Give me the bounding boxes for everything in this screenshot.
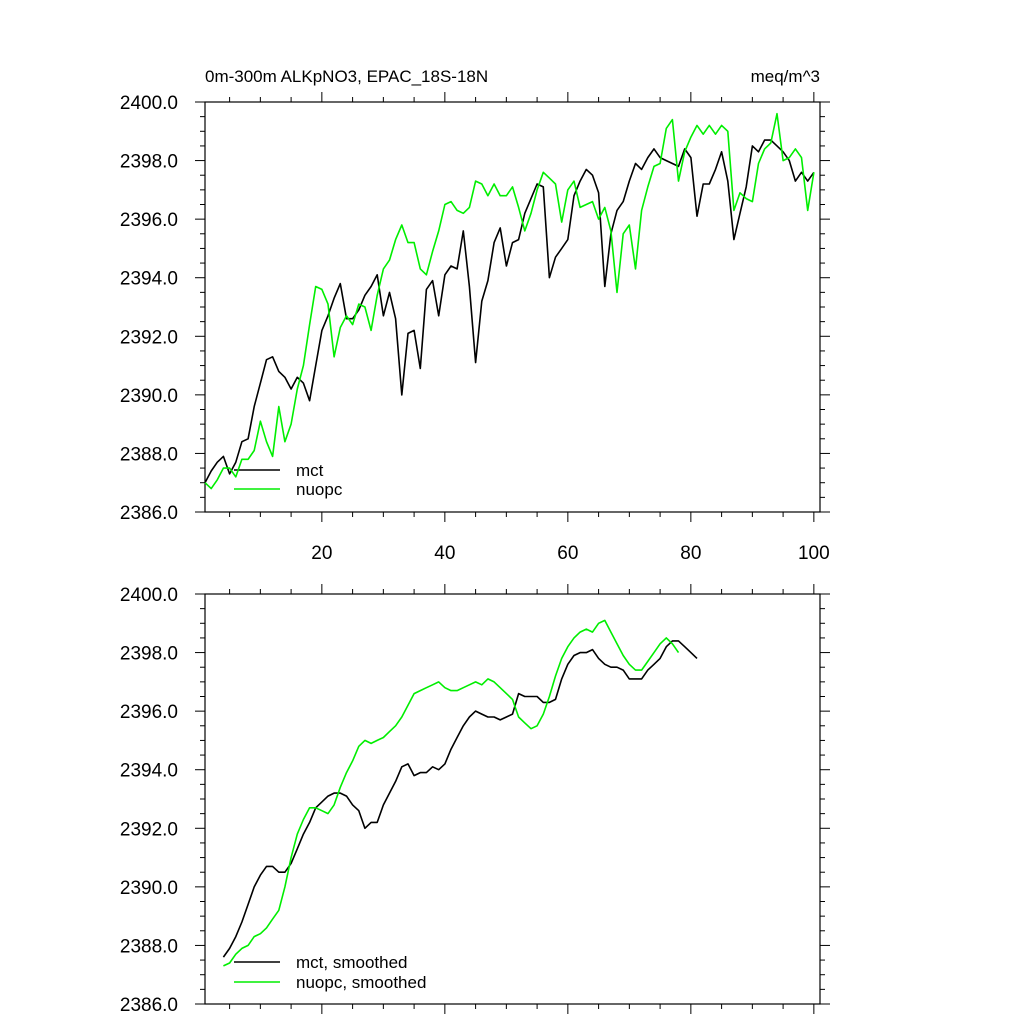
y-tick-label: 2396.0 bbox=[120, 702, 178, 723]
series-line-mct-smoothed bbox=[222, 640, 698, 958]
x-tick-label: 20 bbox=[311, 543, 332, 564]
y-tick-label: 2388.0 bbox=[120, 936, 178, 957]
y-tick-label: 2400.0 bbox=[120, 585, 178, 606]
plot-frame bbox=[204, 101, 821, 513]
y-tick-label: 2388.0 bbox=[120, 444, 178, 465]
bottom-chart-panel: 2386.0 2388.0 2390.0 2392.0 2394.0 2396.0 2398… bbox=[120, 584, 830, 1016]
y-tick-label: 2392.0 bbox=[120, 327, 178, 348]
y-tick-label: 2400.0 bbox=[120, 93, 178, 114]
series-line-nuopc-smoothed bbox=[223, 619, 680, 967]
legend-label: nuopc bbox=[296, 480, 343, 499]
legend-label: mct bbox=[296, 461, 324, 480]
legend-label: mct, smoothed bbox=[296, 953, 408, 972]
y-tick-label: 2396.0 bbox=[120, 210, 178, 231]
y-tick-label: 2390.0 bbox=[120, 386, 178, 407]
units-label: meq/m^3 bbox=[751, 67, 820, 86]
x-tick-label: 80 bbox=[680, 543, 701, 564]
y-tick-label: 2398.0 bbox=[120, 152, 178, 173]
y-tick-label: 2386.0 bbox=[120, 503, 178, 524]
x-tick-label: 40 bbox=[434, 543, 455, 564]
series-line-nuopc bbox=[204, 112, 815, 490]
top-chart-panel: 2386.0 2388.0 2390.0 2392.0 2394.0 2396.0 2398… bbox=[120, 67, 830, 564]
plot-frame bbox=[204, 593, 821, 1005]
x-tick-label: 60 bbox=[557, 543, 578, 564]
y-tick-label: 2394.0 bbox=[120, 761, 178, 782]
chart-title: 0m-300m ALKpNO3, EPAC_18S-18N bbox=[205, 67, 488, 86]
y-tick-label: 2392.0 bbox=[120, 819, 178, 840]
x-tick-label: 100 bbox=[798, 543, 830, 564]
y-tick-label: 2394.0 bbox=[120, 269, 178, 290]
series-line-mct bbox=[204, 139, 815, 484]
y-tick-label: 2398.0 bbox=[120, 644, 178, 665]
legend-label: nuopc, smoothed bbox=[296, 973, 426, 992]
y-tick-label: 2386.0 bbox=[120, 995, 178, 1016]
y-tick-label: 2390.0 bbox=[120, 878, 178, 899]
